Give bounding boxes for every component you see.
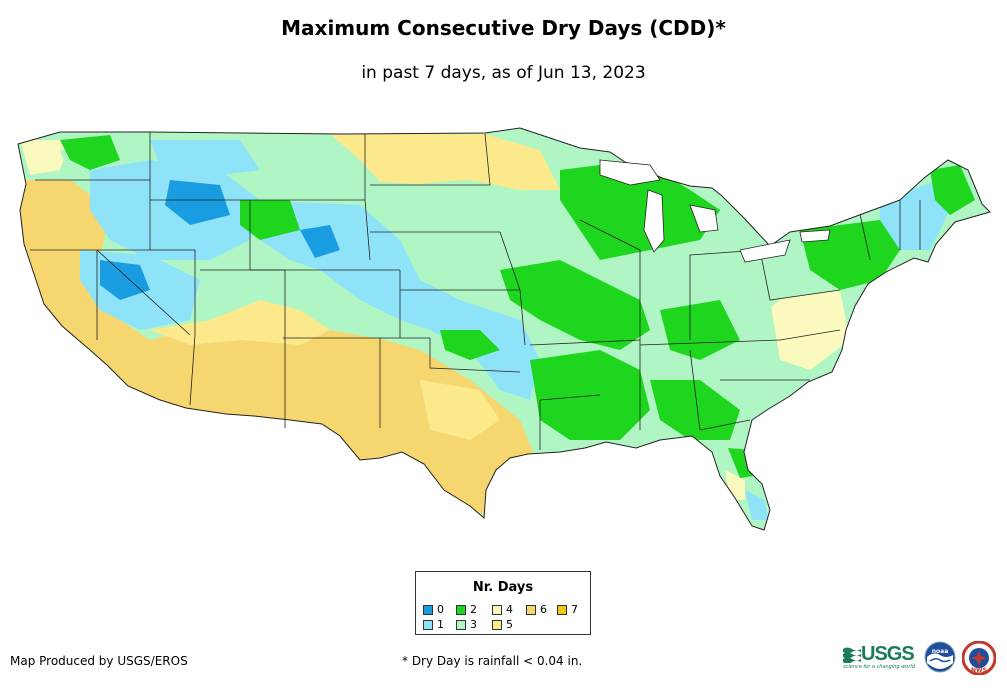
us-outline (17, 127, 991, 531)
legend-swatch-2 (456, 605, 466, 615)
region-2-north-idaho (60, 135, 120, 170)
noaa-text: noaa (932, 648, 949, 655)
credit-text: Map Produced by USGS/EROS (10, 654, 188, 668)
state-borders (30, 132, 921, 450)
nws-logo: NWS (962, 641, 996, 675)
region-5-plains (330, 134, 560, 190)
region-2-georgia (650, 380, 740, 440)
legend-label-2: 2 (470, 603, 477, 616)
region-1-montana (150, 140, 260, 175)
region-2-maine (930, 165, 975, 215)
legend-swatch-5 (492, 620, 502, 630)
great-lakes (599, 159, 831, 263)
region-0-colorado (300, 225, 340, 258)
legend-item-3: 3 (456, 619, 477, 631)
legend-swatch-7 (557, 605, 567, 615)
us-dry-days-map (17, 127, 991, 531)
legend-label-7: 7 (571, 603, 578, 616)
region-2-ohio-valley (660, 300, 740, 360)
region-2-midwest (500, 260, 650, 350)
region-2-upper-midwest (560, 160, 720, 260)
region-0-idaho (165, 180, 230, 225)
legend-item-2: 2 (456, 604, 477, 616)
legend-item-4: 4 (492, 604, 513, 616)
region-4-east (770, 290, 850, 370)
legend-item-7: 7 (557, 604, 578, 616)
region-4-nw (20, 140, 70, 175)
legend-item-6: 6 (526, 604, 547, 616)
legend-label-4: 4 (506, 603, 513, 616)
region-6-west (18, 180, 540, 520)
region-5-texas (420, 380, 500, 440)
legend-item-0: 0 (423, 604, 444, 616)
legend-label-3: 3 (470, 618, 477, 631)
legend-swatch-3 (456, 620, 466, 630)
map-subtitle: in past 7 days, as of Jun 13, 2023 (361, 63, 646, 83)
legend-label-6: 6 (540, 603, 547, 616)
footnote-text: * Dry Day is rainfall < 0.04 in. (402, 654, 583, 668)
region-2-colorado (240, 200, 300, 240)
usgs-tagline: science for a changing world (843, 664, 915, 670)
legend-swatch-6 (526, 605, 536, 615)
legend-label-1: 1 (437, 618, 444, 631)
legend-swatch-0 (423, 605, 433, 615)
usgs-wave-icon (843, 647, 861, 663)
region-2-lower-miss (530, 350, 650, 440)
usgs-wordmark: USGS (861, 643, 915, 665)
region-1-florida (745, 490, 768, 520)
noaa-logo: noaa (924, 641, 956, 673)
legend: Nr. Days 0 1 2 3 4 5 6 7 (415, 571, 591, 635)
legend-label-0: 0 (437, 603, 444, 616)
legend-swatch-4 (492, 605, 502, 615)
nws-text: NWS (971, 667, 987, 674)
legend-item-1: 1 (423, 619, 444, 631)
legend-title: Nr. Days (472, 580, 534, 595)
usgs-logo: USGS science for a changing world (843, 643, 919, 671)
region-2-oklahoma (440, 330, 500, 360)
legend-swatch-1 (423, 620, 433, 630)
map-title: Maximum Consecutive Dry Days (CDD)* (281, 16, 726, 40)
legend-label-5: 5 (506, 618, 513, 631)
legend-item-5: 5 (492, 619, 513, 631)
region-0-nevada (100, 260, 150, 300)
